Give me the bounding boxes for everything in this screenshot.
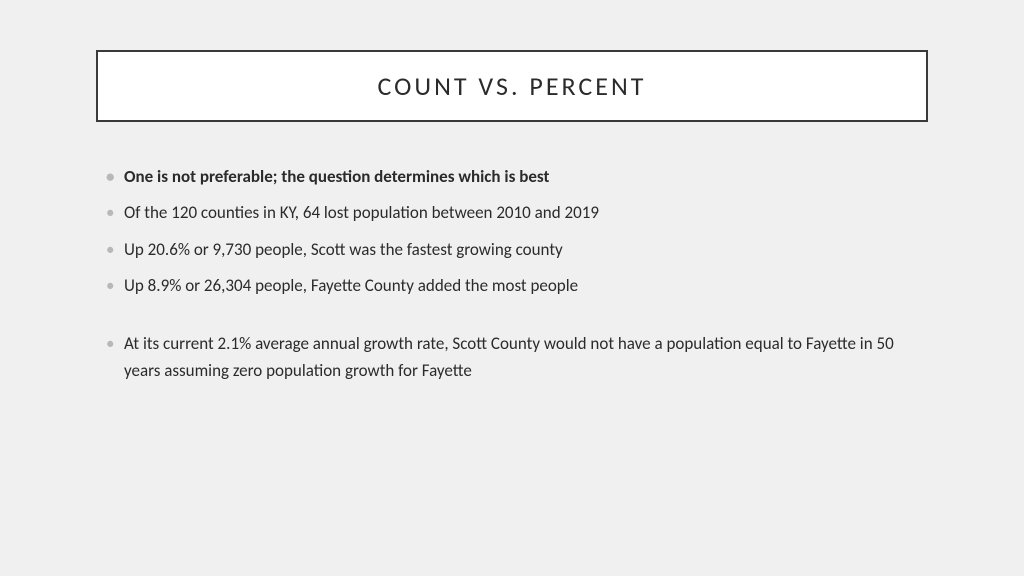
title-box: COUNT VS. PERCENT (96, 50, 928, 122)
list-item: At its current 2.1% average annual growt… (124, 331, 928, 384)
list-item: Of the 120 counties in KY, 64 lost popul… (124, 200, 928, 226)
list-item: Up 20.6% or 9,730 people, Scott was the … (124, 237, 928, 263)
list-item: Up 8.9% or 26,304 people, Fayette County… (124, 273, 928, 299)
slide: COUNT VS. PERCENT One is not preferable;… (0, 0, 1024, 576)
list-item: One is not preferable; the question dete… (124, 164, 928, 190)
spacer (96, 309, 928, 331)
bullet-list-1: One is not preferable; the question dete… (96, 164, 928, 299)
slide-title: COUNT VS. PERCENT (118, 70, 906, 102)
bullet-list-2: At its current 2.1% average annual growt… (96, 331, 928, 384)
